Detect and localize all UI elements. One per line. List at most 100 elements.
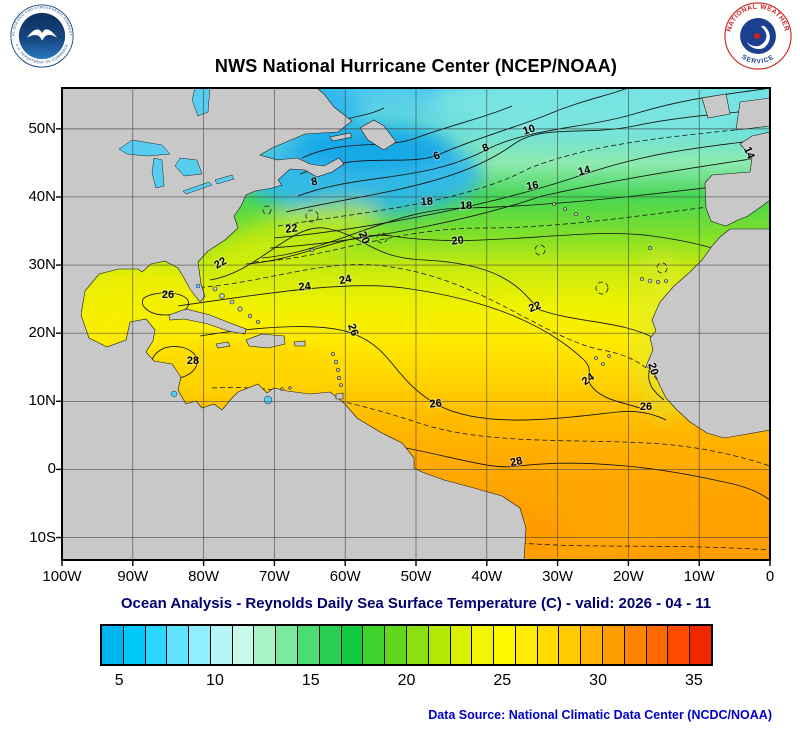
contour-label: 18 — [420, 196, 433, 209]
land-layer — [62, 88, 770, 560]
lake-erie — [182, 181, 213, 195]
colorbar-cell — [624, 626, 647, 664]
anticosti-island — [329, 132, 353, 142]
colorbar-tick-label: 25 — [493, 672, 512, 689]
x-axis-label: 10W — [683, 568, 715, 585]
noaa-logo-graphic: NATIONAL OCEANIC AND ATMOSPHERIC ADMINIS… — [10, 4, 74, 68]
noaa-seagull-icon — [26, 29, 58, 41]
ireland-island — [701, 93, 731, 119]
lesser-antilles-islands — [280, 352, 343, 391]
colorbar-cell — [385, 626, 407, 664]
x-axis-label: 0 — [765, 568, 775, 585]
colorbar-cell — [581, 626, 603, 664]
y-axis-label: 30N — [28, 256, 56, 274]
atlantic-islands — [552, 202, 668, 366]
y-axis-label: 10N — [28, 392, 56, 410]
colorbar-tick-label: 20 — [397, 672, 416, 689]
contour-label: 24 — [338, 273, 353, 287]
x-axis-label: 70W — [258, 568, 290, 585]
contour-label: 26 — [162, 289, 174, 301]
bahamas-islands — [212, 286, 260, 324]
map-caption: Ocean Analysis - Reynolds Daily Sea Surf… — [120, 595, 712, 612]
nws-hurricane-swirl-icon — [746, 25, 770, 50]
puerto-rico-island — [293, 340, 306, 347]
colorbar-cell — [646, 626, 669, 664]
x-axis-label: 30W — [542, 568, 574, 585]
colorbar-tick-label: 10 — [206, 672, 224, 689]
temperature-colorbar — [100, 624, 713, 666]
contour-label: 22 — [285, 222, 299, 236]
contour-label: 22 — [527, 299, 543, 315]
colorbar-cell — [319, 626, 342, 664]
data-source-note: Data Source: National Climatic Data Cent… — [428, 708, 772, 722]
colorbar-cell — [341, 626, 364, 664]
contour-label: 26 — [345, 322, 360, 338]
x-axis-label: 80W — [188, 568, 220, 585]
colorbar-cell — [254, 626, 277, 664]
y-axis-label: 20N — [28, 324, 56, 342]
contour-label: 26 — [429, 397, 442, 410]
contour-label: 26 — [640, 401, 652, 413]
contour-label: 10 — [521, 123, 536, 138]
contour-label: 24 — [298, 280, 312, 293]
colorbar-cell — [428, 626, 451, 664]
lake-huron — [174, 157, 203, 177]
svg-text:SERVICE: SERVICE — [740, 54, 775, 66]
y-axis-label: 50N — [28, 119, 56, 137]
noaa-logo: NATIONAL OCEANIC AND ATMOSPHERIC ADMINIS… — [10, 4, 74, 68]
colorbar-cell — [363, 626, 386, 664]
x-axis-label: 20W — [612, 568, 644, 585]
map-border-frame — [61, 87, 771, 561]
contour-label: 20 — [645, 361, 660, 376]
james-bay — [191, 88, 211, 117]
colorbar-tick-label: 5 — [114, 672, 124, 689]
europe-iberia — [704, 131, 770, 227]
colorbar-cell — [276, 626, 299, 664]
lake-nicaragua — [170, 390, 178, 398]
contour-label: 18 — [460, 200, 472, 212]
contour-label: 16 — [525, 179, 539, 193]
lake-okeechobee — [195, 283, 201, 289]
colorbar-cell — [298, 626, 320, 664]
jamaica-island — [215, 341, 231, 349]
y-axis-label: 40N — [28, 187, 56, 205]
y-axis-label: 10S — [29, 528, 56, 546]
colorbar-cell — [145, 626, 168, 664]
lake-superior — [118, 139, 171, 157]
colorbar-cell — [602, 626, 625, 664]
trinidad-island — [335, 392, 344, 400]
bermuda-island — [310, 248, 314, 252]
colorbar-cell — [232, 626, 255, 664]
colorbar-cell — [189, 626, 211, 664]
colorbar-cell — [472, 626, 495, 664]
colorbar-tick-label: 35 — [684, 672, 703, 689]
colorbar-cell — [210, 626, 233, 664]
colorbar-cell — [102, 626, 124, 664]
x-axis-label: 60W — [329, 568, 361, 585]
contour-label: 28 — [509, 455, 523, 469]
colorbar-cell — [167, 626, 190, 664]
colorbar-cell — [690, 626, 711, 664]
colorbar-cell — [537, 626, 560, 664]
nws-logo-graphic: NATIONAL WEATHER SERVICE — [724, 2, 792, 70]
x-axis-label: 50W — [400, 568, 432, 585]
nws-logo: NATIONAL WEATHER SERVICE — [724, 2, 792, 70]
colorbar-tick-label: 15 — [301, 672, 320, 689]
cuba-island — [168, 308, 247, 335]
map-frame: 6 8 8 10 14 14 16 18 18 20 20 20 22 22 22 24 24 24 26 26 26 2… — [56, 87, 771, 566]
colorbar-cell — [515, 626, 538, 664]
colorbar-cell — [450, 626, 473, 664]
x-axis-label: 90W — [117, 568, 149, 585]
x-axis-label: 40W — [471, 568, 503, 585]
colorbar-tick-labels: 5 10 15 20 25 30 35 — [100, 672, 713, 692]
lake-michigan — [151, 157, 165, 189]
colorbar-tick-label: 30 — [589, 672, 607, 689]
contour-label: 8 — [310, 176, 318, 189]
colorbar-cell — [494, 626, 516, 664]
x-axis-label: 100W — [42, 568, 82, 585]
colorbar-cell — [406, 626, 429, 664]
lake-ontario — [214, 174, 235, 185]
contour-label: 28 — [187, 355, 199, 367]
